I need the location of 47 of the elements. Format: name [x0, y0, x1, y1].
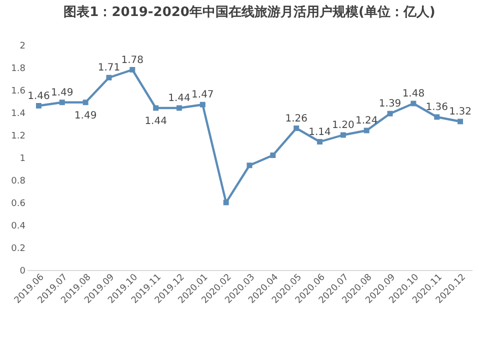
point — [458, 118, 464, 124]
data-label: 1.71 — [98, 62, 120, 74]
point — [270, 152, 276, 158]
point — [36, 103, 42, 108]
point — [130, 67, 136, 72]
point — [106, 74, 112, 80]
data-label: 1.49 — [74, 110, 97, 122]
point — [364, 128, 370, 134]
data-label: 1.49 — [51, 87, 74, 98]
data-label: 1.44 — [168, 93, 190, 104]
point — [200, 102, 206, 108]
point — [410, 100, 416, 106]
data-label: 1.78 — [121, 54, 144, 66]
y-tick-label: 1.8 — [11, 64, 26, 74]
point — [294, 126, 300, 131]
data-label: 1.20 — [332, 120, 354, 131]
data-label: 1.48 — [402, 88, 425, 100]
point — [223, 200, 229, 206]
point — [340, 132, 346, 138]
y-tick-label: 1.2 — [11, 132, 26, 142]
point — [176, 105, 182, 111]
y-tick-label: 0 — [20, 266, 26, 276]
data-label: 1.14 — [308, 126, 331, 138]
point — [317, 139, 322, 144]
point — [59, 100, 65, 106]
data-label: 1.47 — [192, 90, 214, 101]
y-tick-label: 0.2 — [11, 244, 26, 254]
point — [82, 100, 88, 106]
y-tick-label: 1.4 — [11, 109, 26, 119]
point — [246, 162, 252, 168]
chart-title: 图表1：2019-2020年中国在线旅游月活用户规模(单位：亿人) — [64, 4, 436, 20]
data-label: 1.24 — [355, 116, 378, 126]
y-tick-label: 2 — [20, 42, 26, 52]
point — [434, 114, 440, 120]
data-label: 1.32 — [449, 106, 472, 118]
point — [153, 105, 159, 111]
data-label: 1.46 — [28, 90, 50, 102]
y-tick-label: 1 — [20, 154, 26, 164]
y-tick-label: 0.8 — [11, 176, 26, 186]
data-label: 1.26 — [285, 113, 308, 124]
data-label: 1.39 — [378, 98, 402, 110]
point — [387, 110, 393, 116]
y-tick-label: 0.4 — [11, 222, 26, 232]
data-label: 1.44 — [144, 116, 167, 127]
y-tick-label: 1.6 — [11, 86, 26, 96]
y-tick-label: 0.6 — [11, 199, 26, 209]
data-label: 1.36 — [426, 102, 448, 113]
